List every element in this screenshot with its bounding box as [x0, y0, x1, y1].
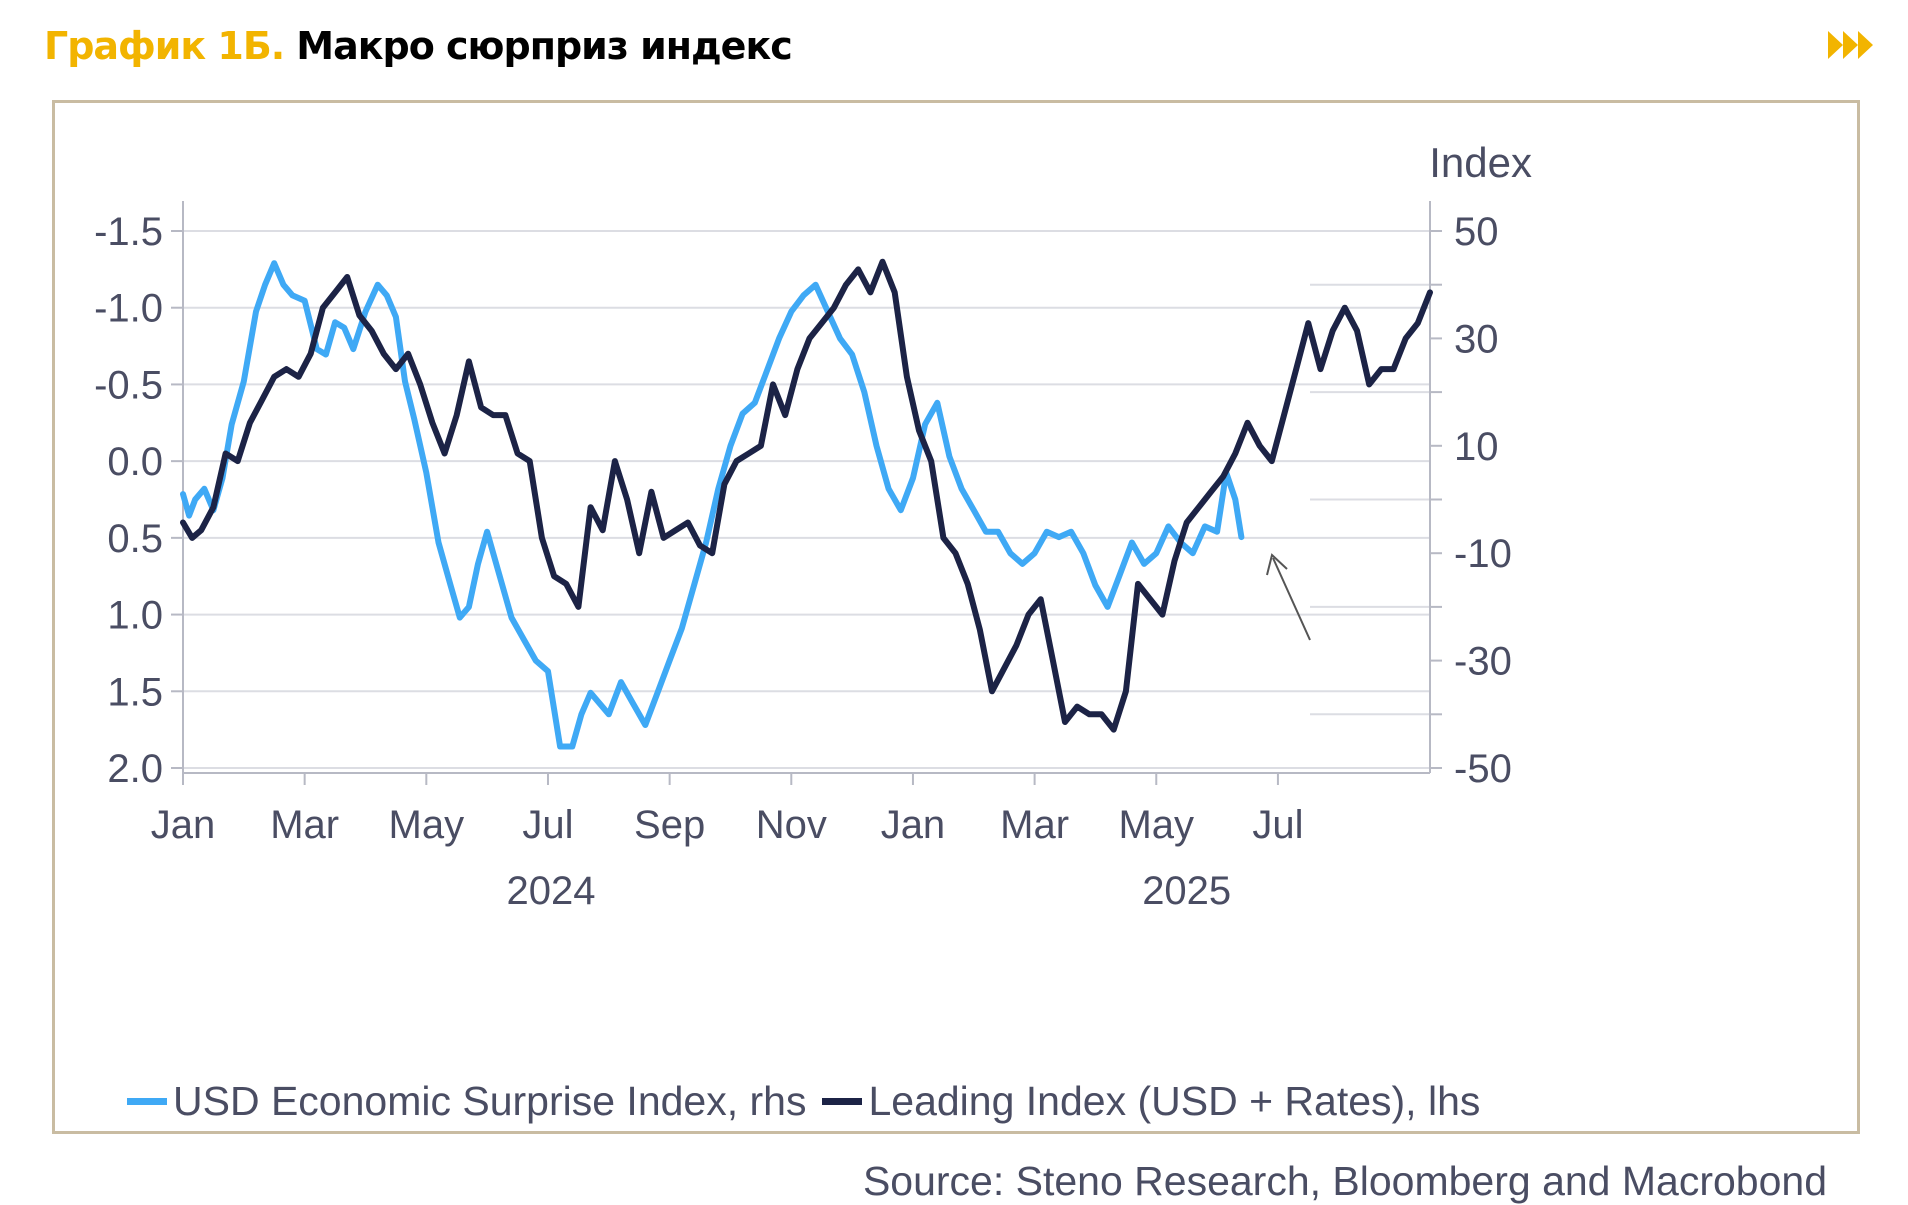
figure-title: Макро сюрприз индекс [296, 24, 793, 68]
x-tick-label: Sep [634, 803, 705, 847]
fast-forward-icon [1828, 31, 1873, 59]
legend-item-leading: Leading Index (USD + Rates), lhs [822, 1078, 1480, 1125]
annotation-arrow [1272, 557, 1311, 641]
series-line-leading-index [180, 258, 1433, 733]
x-tick-label: May [389, 803, 465, 847]
x-tick-label: Jan [151, 803, 216, 847]
y-left-tick-label: 1.5 [107, 670, 163, 714]
legend-swatch-surprise [127, 1098, 167, 1105]
y-right-tick-label: -10 [1454, 532, 1512, 576]
y-left-tick-label: 0.0 [107, 440, 163, 484]
line-chart: -1.5 -1.0 -0.5 0.0 0.5 1.0 1.5 2.0 50 30 10 -10 -30 -… [94, 139, 1532, 913]
series-line-surprise-index [180, 260, 1245, 750]
legend-item-surprise: USD Economic Surprise Index, rhs [127, 1078, 806, 1125]
annotation-arrow-head [1266, 553, 1288, 576]
y-left-tick-label: -1.5 [94, 210, 163, 254]
y-right-tick-label: 10 [1454, 425, 1499, 469]
x-tick-label: Jan [881, 803, 946, 847]
x-tick-label: Jul [1252, 803, 1303, 847]
x-tick-label: Nov [756, 803, 827, 847]
legend-label-surprise: USD Economic Surprise Index, rhs [173, 1078, 807, 1124]
y-left-tick-label: 0.5 [107, 517, 163, 561]
x-tick-label: Mar [1000, 803, 1069, 847]
x-tick-label: Mar [270, 803, 339, 847]
y-right-axis-title: Index [1429, 139, 1532, 186]
y-left-tick-label: -0.5 [94, 363, 163, 407]
x-tick-label: Jul [522, 803, 573, 847]
x-year-label-2025: 2025 [1142, 869, 1231, 913]
source-note: Source: Steno Research, Bloomberg and Ma… [862, 1158, 1827, 1204]
chart-header: График 1Б. Макро сюрприз индекс [44, 18, 793, 74]
y-right-tick-label: -30 [1454, 640, 1512, 684]
figure-label: График 1Б. [44, 24, 285, 68]
y-left-tick-label: 2.0 [107, 747, 163, 791]
y-left-tick-label: -1.0 [94, 287, 163, 331]
chart-frame: -1.5 -1.0 -0.5 0.0 0.5 1.0 1.5 2.0 50 30 10 -10 -30 -… [52, 100, 1860, 1204]
y-right-tick-label: -50 [1454, 747, 1512, 791]
legend-swatch-leading [822, 1098, 863, 1105]
chart-legend: USD Economic Surprise Index, rhs Leading… [127, 1078, 1496, 1125]
x-tick-label: May [1118, 803, 1194, 847]
x-year-label-2024: 2024 [507, 869, 596, 913]
y-right-tick-label: 50 [1454, 210, 1499, 254]
y-right-tick-label: 30 [1454, 317, 1499, 361]
legend-label-leading: Leading Index (USD + Rates), lhs [868, 1078, 1481, 1124]
y-left-tick-label: 1.0 [107, 594, 163, 638]
